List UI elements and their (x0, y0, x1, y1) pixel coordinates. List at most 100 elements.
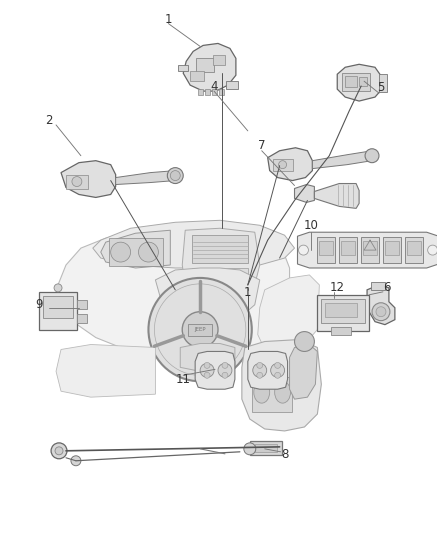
Polygon shape (155, 268, 260, 325)
Bar (190, 71, 204, 81)
Polygon shape (367, 285, 395, 325)
Text: 10: 10 (304, 219, 319, 232)
Circle shape (275, 373, 281, 378)
Bar (213, 55, 225, 65)
Circle shape (222, 271, 230, 279)
Text: 8: 8 (281, 448, 288, 461)
Bar (321, 299, 365, 322)
Polygon shape (93, 220, 294, 268)
Bar (205, 89, 210, 95)
Bar (319, 241, 333, 255)
Polygon shape (297, 232, 438, 268)
Bar (345, 76, 357, 87)
Bar (342, 73, 370, 91)
Bar (407, 241, 421, 255)
Polygon shape (268, 148, 312, 181)
Circle shape (54, 284, 62, 292)
Polygon shape (116, 171, 175, 184)
Circle shape (222, 362, 228, 368)
Bar (192, 235, 248, 263)
Bar (325, 303, 357, 317)
Bar (77, 300, 87, 309)
Ellipse shape (275, 381, 290, 403)
Text: 1: 1 (165, 13, 172, 26)
Polygon shape (314, 183, 359, 208)
Polygon shape (337, 64, 382, 101)
Polygon shape (290, 344, 318, 399)
Circle shape (372, 303, 390, 321)
Text: 2: 2 (46, 115, 53, 127)
Bar (341, 241, 355, 255)
Text: 5: 5 (377, 80, 385, 94)
Bar (379, 74, 387, 92)
Text: JEEP: JEEP (194, 327, 206, 332)
Circle shape (209, 271, 217, 279)
Bar (77, 314, 87, 322)
Circle shape (275, 362, 281, 368)
Text: 7: 7 (258, 139, 265, 152)
Ellipse shape (254, 381, 270, 403)
Circle shape (235, 271, 243, 279)
Circle shape (253, 364, 267, 377)
Bar (226, 81, 238, 89)
Circle shape (204, 373, 210, 378)
Bar (318, 237, 335, 263)
Text: 6: 6 (383, 281, 391, 294)
Circle shape (298, 245, 308, 255)
Bar (178, 65, 188, 71)
Bar (331, 327, 351, 335)
Circle shape (71, 456, 81, 466)
Circle shape (427, 245, 438, 255)
Polygon shape (248, 351, 288, 389)
Polygon shape (242, 340, 321, 431)
Bar (383, 237, 401, 263)
Text: 11: 11 (176, 373, 191, 386)
Circle shape (294, 332, 314, 351)
Circle shape (257, 362, 263, 368)
Circle shape (72, 176, 82, 187)
Text: 1: 1 (244, 286, 251, 300)
Circle shape (257, 373, 263, 378)
Bar (196, 58, 214, 72)
Polygon shape (195, 351, 235, 389)
Polygon shape (61, 160, 116, 197)
Bar (252, 377, 292, 412)
Circle shape (222, 373, 228, 378)
Bar (192, 268, 248, 283)
Bar (219, 89, 224, 95)
Polygon shape (180, 343, 235, 372)
Text: 9: 9 (35, 298, 43, 311)
Circle shape (51, 443, 67, 459)
Circle shape (204, 362, 210, 368)
Bar (188, 324, 212, 336)
Circle shape (167, 168, 183, 183)
Circle shape (170, 171, 180, 181)
Bar (405, 237, 423, 263)
Polygon shape (318, 295, 369, 330)
Polygon shape (56, 226, 290, 361)
Circle shape (365, 149, 379, 163)
Bar (385, 241, 399, 255)
Polygon shape (39, 292, 77, 329)
Circle shape (244, 443, 256, 455)
Polygon shape (294, 184, 314, 203)
Polygon shape (312, 151, 372, 168)
Circle shape (271, 364, 285, 377)
Bar (66, 175, 88, 190)
Bar (255, 444, 277, 452)
Bar (212, 89, 217, 95)
Polygon shape (183, 43, 236, 91)
Circle shape (218, 364, 232, 377)
Polygon shape (258, 275, 319, 351)
Bar (339, 237, 357, 263)
Circle shape (196, 271, 204, 279)
Bar (43, 296, 73, 318)
Text: 4: 4 (210, 79, 218, 93)
Circle shape (279, 160, 286, 168)
Polygon shape (182, 228, 260, 288)
Circle shape (138, 242, 159, 262)
Polygon shape (56, 344, 155, 397)
Bar (198, 89, 203, 95)
Bar (361, 237, 379, 263)
Text: 12: 12 (330, 281, 345, 294)
